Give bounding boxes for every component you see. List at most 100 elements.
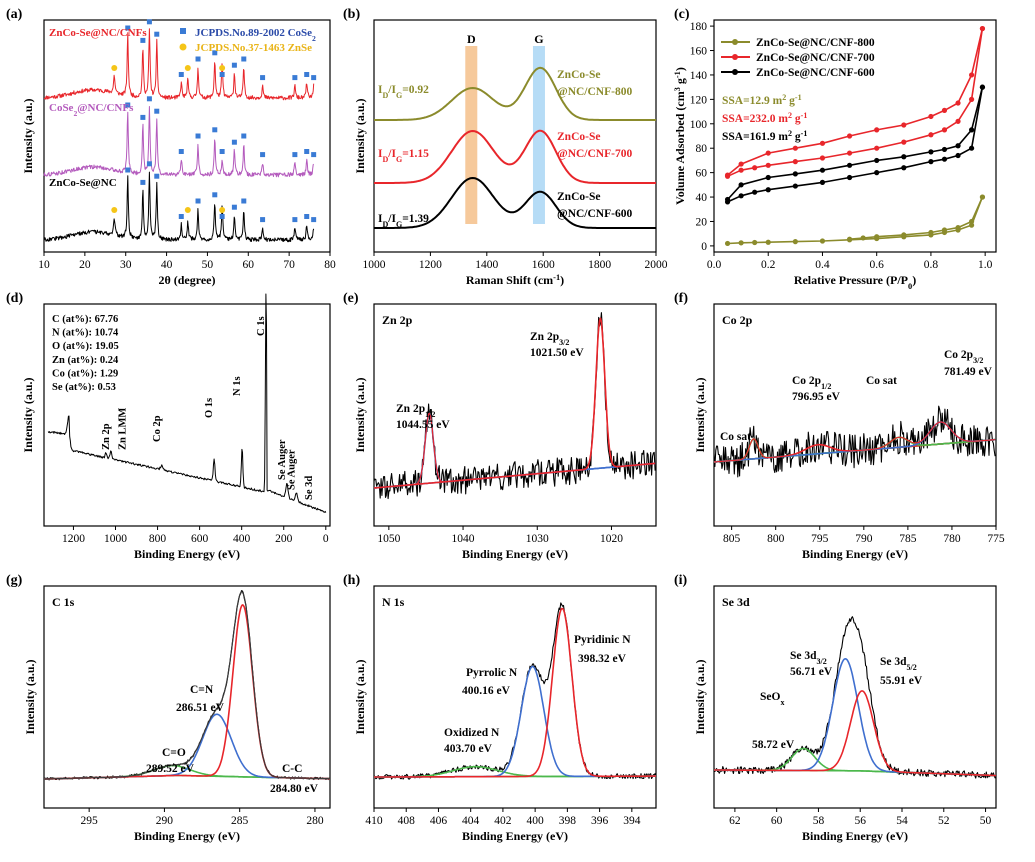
peak-label: N 1s xyxy=(232,376,243,396)
panel-g: 295 290 285 280 Binding Energy (eV) Intensity… xyxy=(23,585,331,843)
raw-spectrum xyxy=(713,616,997,779)
x-tick-label: 50 xyxy=(202,259,214,271)
isotherm-point xyxy=(979,25,986,32)
x-tick-label: 1050 xyxy=(377,533,400,545)
isotherm-point xyxy=(941,146,948,153)
x-tick-label: 200 xyxy=(275,533,293,545)
isotherm-point xyxy=(968,127,975,133)
panel-title: Co 2p xyxy=(722,313,753,327)
isotherm-point xyxy=(724,196,731,203)
isotherm-point xyxy=(792,239,798,245)
raman-series-line xyxy=(374,129,656,184)
x-tick-label: 1600 xyxy=(532,259,555,271)
xrd-series-line xyxy=(43,171,315,243)
x-tick-label: 56 xyxy=(854,815,866,827)
peak-label: Zn 2p xyxy=(101,423,112,450)
x-tick-label: 0.2 xyxy=(761,259,776,271)
y-axis-label: Intensity (a.u.) xyxy=(353,377,367,452)
znse-marker xyxy=(219,207,226,213)
peak-value: 400.16 eV xyxy=(462,685,511,697)
y-tick-label: 140 xyxy=(690,70,708,82)
isotherm-line xyxy=(849,196,984,240)
cose2-marker xyxy=(292,217,298,223)
legend-text: ZnCo-Se@NC/CNF-600 xyxy=(756,67,875,79)
x-tick-label: 396 xyxy=(591,815,609,827)
plot-frame xyxy=(43,585,331,809)
x-tick-label: 775 xyxy=(987,533,1005,545)
x-tick-label: 0.8 xyxy=(924,259,939,271)
x-tick-label: 40 xyxy=(161,259,173,271)
x-tick-label: 58 xyxy=(813,815,825,827)
peak-value: 56.71 eV xyxy=(790,666,833,678)
peak-label: Oxidized N xyxy=(444,727,500,739)
x-tick-label: 295 xyxy=(81,815,99,827)
cose2-marker xyxy=(311,152,317,158)
y-axis-label: Intensity (a.u.) xyxy=(23,659,37,734)
composition-text: Se (at%): 0.53 xyxy=(52,382,116,393)
plot-frame xyxy=(713,19,997,253)
peak-value: 58.72 eV xyxy=(752,739,795,751)
ssa-label: SSA=161.9 m2 g-1 xyxy=(722,129,807,144)
isotherm-point xyxy=(874,157,880,164)
x-tick-label: 408 xyxy=(398,815,416,827)
series-label: ZnCo-Se xyxy=(557,131,600,143)
x-tick-label: 795 xyxy=(811,533,829,545)
isotherm-point xyxy=(752,165,758,171)
peak-value: 284.80 eV xyxy=(270,783,319,795)
series-label: ZnCo-Se@NC xyxy=(49,177,117,189)
isotherm-point xyxy=(955,100,961,106)
panel-label: (c) xyxy=(674,7,690,22)
peak-label: Se 3d3/2 xyxy=(790,650,827,666)
x-tick-label: 60 xyxy=(771,815,783,827)
raw-spectrum xyxy=(373,312,656,500)
peak-label: O 1s xyxy=(204,398,215,418)
fit-component xyxy=(374,665,656,778)
isotherm-point xyxy=(792,183,798,189)
cose2-marker xyxy=(212,50,218,56)
cose2-marker xyxy=(140,179,146,185)
d-band xyxy=(465,46,478,224)
isotherm-point xyxy=(941,107,948,113)
peak-label: Pyrrolic N xyxy=(466,667,518,679)
isotherm-point xyxy=(901,122,907,128)
plot-frame xyxy=(373,303,657,527)
cose2-marker xyxy=(231,62,237,68)
cose2-marker xyxy=(219,149,225,154)
plot-frame xyxy=(713,303,997,527)
x-tick-label: 400 xyxy=(233,533,251,545)
peak-label: Se Auger xyxy=(286,449,297,490)
cose2-marker xyxy=(195,133,201,139)
cose2-marker xyxy=(260,217,266,223)
x-tick-label: 400 xyxy=(527,815,545,827)
isotherm-point xyxy=(928,113,934,120)
isotherm-point xyxy=(901,139,907,145)
cose2-marker xyxy=(212,127,218,133)
x-tick-label: 62 xyxy=(729,815,741,827)
panel-i: 62 60 58 56 54 52 50 Binding Energy (eV) Intensi… xyxy=(693,585,997,843)
cose2-marker xyxy=(125,25,131,31)
ratio-label: ID/IG=1.15 xyxy=(378,148,429,164)
isotherm-point xyxy=(968,218,975,225)
raman-series-line xyxy=(374,177,656,229)
znse-marker xyxy=(184,207,191,213)
raw-spectrum xyxy=(43,590,331,781)
x-tick-label: 50 xyxy=(980,815,992,827)
raw-spectrum xyxy=(373,602,657,780)
isotherm-point xyxy=(819,155,826,161)
peak-label: Zn 2p1/2 xyxy=(396,403,435,419)
panel-b: 1000 1200 1400 1600 1800 2000 Raman Shift (cm-… xyxy=(353,19,668,287)
legend-marker xyxy=(732,69,738,75)
peak-label: C=O xyxy=(162,747,186,759)
isotherm-point xyxy=(874,145,880,151)
plot-frame xyxy=(43,19,331,253)
peak-label: Se 3d5/2 xyxy=(880,656,917,672)
x-tick-label: 285 xyxy=(231,815,249,827)
isotherm-point xyxy=(928,149,934,155)
y-tick-label: 40 xyxy=(696,192,708,204)
plot-frame xyxy=(713,585,997,809)
peak-label: Co 2p1/2 xyxy=(792,375,831,391)
x-axis-label: 2θ (degree) xyxy=(158,273,215,287)
isotherm-point xyxy=(874,234,880,240)
x-tick-label: 1040 xyxy=(452,533,475,545)
x-tick-label: 805 xyxy=(723,533,741,545)
